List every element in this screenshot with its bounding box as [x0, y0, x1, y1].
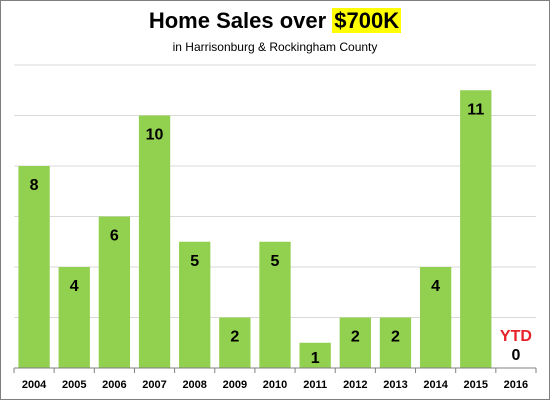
data-label-2016: 0 [511, 347, 520, 364]
ytd-annotation: YTD [500, 328, 532, 345]
bar-2006 [98, 216, 131, 368]
data-label-2008: 5 [190, 253, 199, 270]
title-highlight: $700K [332, 8, 402, 33]
data-label-2007: 10 [146, 127, 164, 144]
chart-subtitle: in Harrisonburg & Rockingham County [172, 40, 378, 54]
bar-2010 [259, 241, 291, 368]
data-label-2015: 11 [467, 101, 484, 118]
bar-2013 [379, 317, 412, 368]
tick-label-2012: 2012 [343, 379, 367, 391]
bar-2004 [18, 166, 50, 368]
data-label-2006: 6 [110, 228, 119, 245]
tick-label-2014: 2014 [423, 379, 448, 391]
tick-label-2007: 2007 [142, 379, 166, 391]
data-label-2014: 4 [431, 278, 440, 295]
bar-2014 [419, 267, 452, 368]
tick-label-2016: 2016 [504, 379, 528, 391]
tick-label-2005: 2005 [62, 379, 86, 391]
bar-2007 [138, 115, 171, 368]
bar-2012 [339, 317, 371, 368]
bar-2008 [179, 241, 211, 368]
tick-label-2013: 2013 [383, 379, 407, 391]
tick-label-2009: 2009 [223, 379, 247, 391]
tick-label-2011: 2011 [303, 379, 327, 391]
data-label-2012: 2 [351, 329, 360, 346]
data-label-2013: 2 [391, 329, 400, 346]
data-label-2009: 2 [230, 329, 239, 346]
bar-2005 [58, 267, 90, 368]
data-label-2005: 4 [70, 278, 79, 295]
tick-label-2015: 2015 [464, 379, 488, 391]
bar-2011 [299, 342, 331, 368]
chart-title: Home Sales over $700K [0, 8, 550, 34]
title-main: Home Sales over [148, 8, 333, 33]
data-label-2011: 1 [311, 350, 320, 367]
tick-label-2008: 2008 [182, 379, 206, 391]
data-label-2010: 5 [271, 253, 280, 270]
tick-label-2010: 2010 [263, 379, 287, 391]
tick-label-2006: 2006 [102, 379, 126, 391]
bar-2015 [460, 90, 492, 368]
data-label-2004: 8 [30, 177, 39, 194]
bar-2009 [219, 317, 251, 368]
tick-label-2004: 2004 [22, 379, 47, 391]
